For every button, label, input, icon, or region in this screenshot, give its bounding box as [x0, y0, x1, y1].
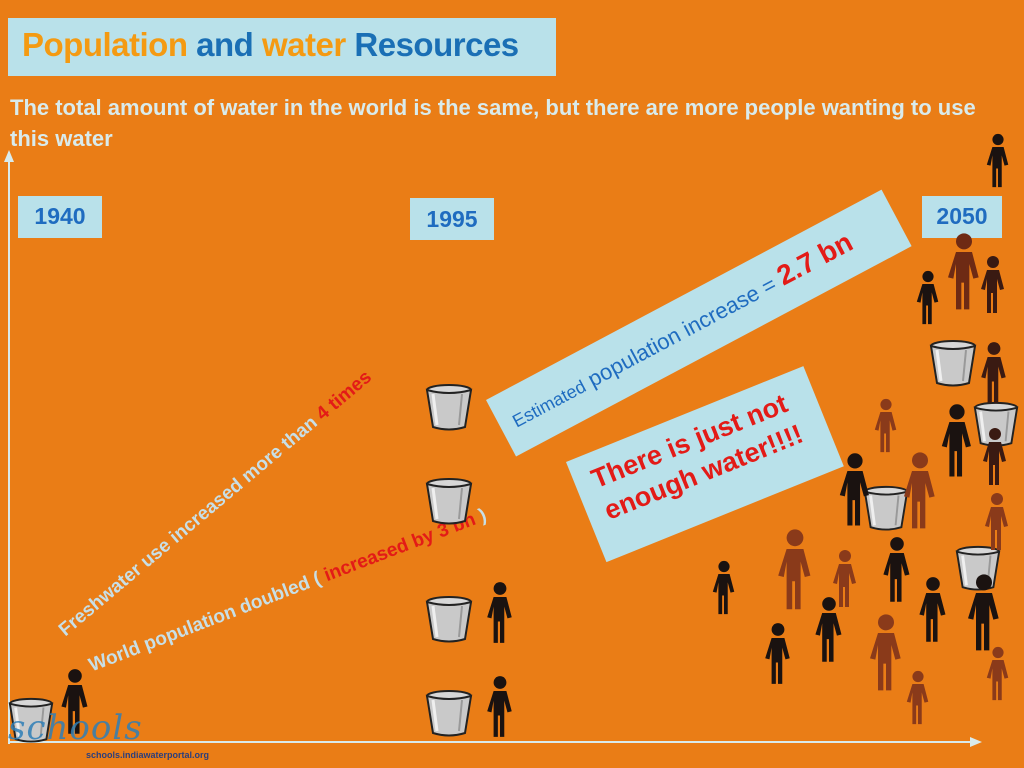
person-icon: [916, 574, 950, 646]
title-word-population: Population: [22, 26, 188, 63]
person-icon: [900, 448, 940, 534]
person-icon: [872, 396, 900, 456]
title-word-water: water: [262, 26, 346, 63]
person-icon: [710, 558, 738, 618]
person-icon: [904, 668, 932, 728]
bucket-icon: [424, 382, 474, 432]
year-label-1940: 1940: [18, 196, 102, 238]
person-icon: [984, 132, 1012, 190]
schools-logo-url: schools.indiawaterportal.org: [86, 750, 210, 760]
person-icon: [866, 610, 906, 696]
person-icon: [978, 338, 1010, 408]
subtitle: The total amount of water in the world i…: [10, 95, 976, 151]
person-icon: [484, 672, 516, 742]
year-label-1995: 1995: [410, 198, 494, 240]
title-word-and: and: [196, 26, 254, 63]
year-label-2050: 2050: [922, 196, 1002, 238]
person-icon: [914, 268, 942, 328]
title-word-resources: Resources: [354, 26, 519, 63]
person-icon: [978, 252, 1008, 318]
person-icon: [980, 424, 1010, 490]
estimated-word: Estimated: [509, 376, 590, 432]
page-title: Population and water Resources: [8, 18, 556, 76]
person-icon: [484, 578, 516, 648]
person-icon: [774, 526, 816, 614]
person-icon: [984, 644, 1012, 704]
person-icon: [880, 534, 914, 606]
schools-logo: schools: [8, 708, 143, 748]
bucket-icon: [928, 338, 978, 388]
person-icon: [762, 620, 794, 688]
person-icon: [812, 594, 846, 666]
bucket-icon: [424, 594, 474, 644]
bucket-icon: [424, 688, 474, 738]
person-icon: [982, 490, 1012, 554]
bucket-icon: [424, 476, 474, 526]
person-icon: [938, 400, 976, 482]
person-icon: [836, 448, 874, 532]
